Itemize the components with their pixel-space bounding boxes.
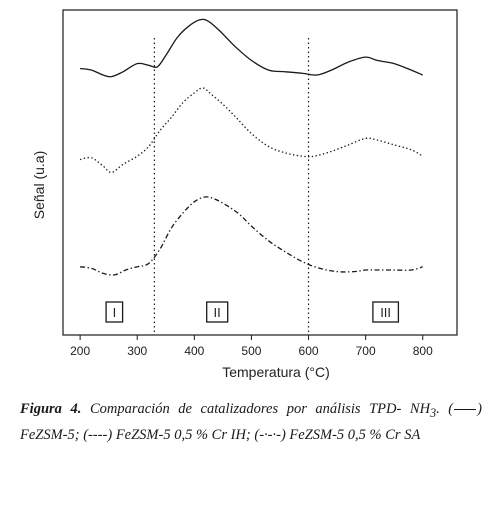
x-tick-label: 700 <box>356 344 376 358</box>
region-label: III <box>380 305 391 320</box>
series-line-solid <box>79 18 423 78</box>
x-tick-label: 600 <box>299 344 319 358</box>
x-tick-label: 500 <box>241 344 261 358</box>
legend-dotted-marker: (----) <box>83 426 113 443</box>
x-tick-label: 400 <box>184 344 204 358</box>
plot-border <box>62 9 458 336</box>
caption-subscript: 3 <box>430 405 437 420</box>
x-tick-label: 200 <box>70 344 90 358</box>
figure-caption: Figura 4. Comparación de catalizadores p… <box>20 401 482 443</box>
caption-text-after-sub: . <box>436 401 440 417</box>
legend-solid-marker <box>454 409 477 411</box>
region-box <box>372 301 400 323</box>
region-label: I <box>113 305 117 320</box>
x-tick-label: 300 <box>127 344 147 358</box>
caption-figure-label: Figura 4. <box>20 401 82 417</box>
x-tick-label: 800 <box>413 344 433 358</box>
series-line-dash-dot <box>80 196 423 276</box>
legend-dashdot-text: FeZSM-5 0,5 % Cr SA <box>289 426 421 443</box>
region-box <box>105 301 124 323</box>
x-axis-label: Temperatura (°C) <box>222 364 330 380</box>
legend-solid-text: FeZSM-5; <box>20 426 80 443</box>
legend-dashdot-marker: (-·-·-) <box>254 426 286 443</box>
series-line-dotted <box>79 87 424 174</box>
region-labels: I II III <box>105 301 400 323</box>
tpd-chart: I II III 200 300 400 500 600 700 800 Temperatura… <box>31 9 458 380</box>
x-axis-ticks: 200 300 400 500 600 700 800 <box>70 335 433 358</box>
plot-frame <box>62 9 458 336</box>
legend-dotted-text: FeZSM-5 0,5 % Cr IH; <box>115 426 251 443</box>
region-label: II <box>214 305 221 320</box>
series-group <box>79 18 424 276</box>
region-box <box>206 301 229 323</box>
caption-text: Comparación de catalizadores por análisi… <box>89 401 431 417</box>
reference-lines <box>153 38 310 335</box>
y-axis-label: Señal (u.a) <box>31 151 47 219</box>
